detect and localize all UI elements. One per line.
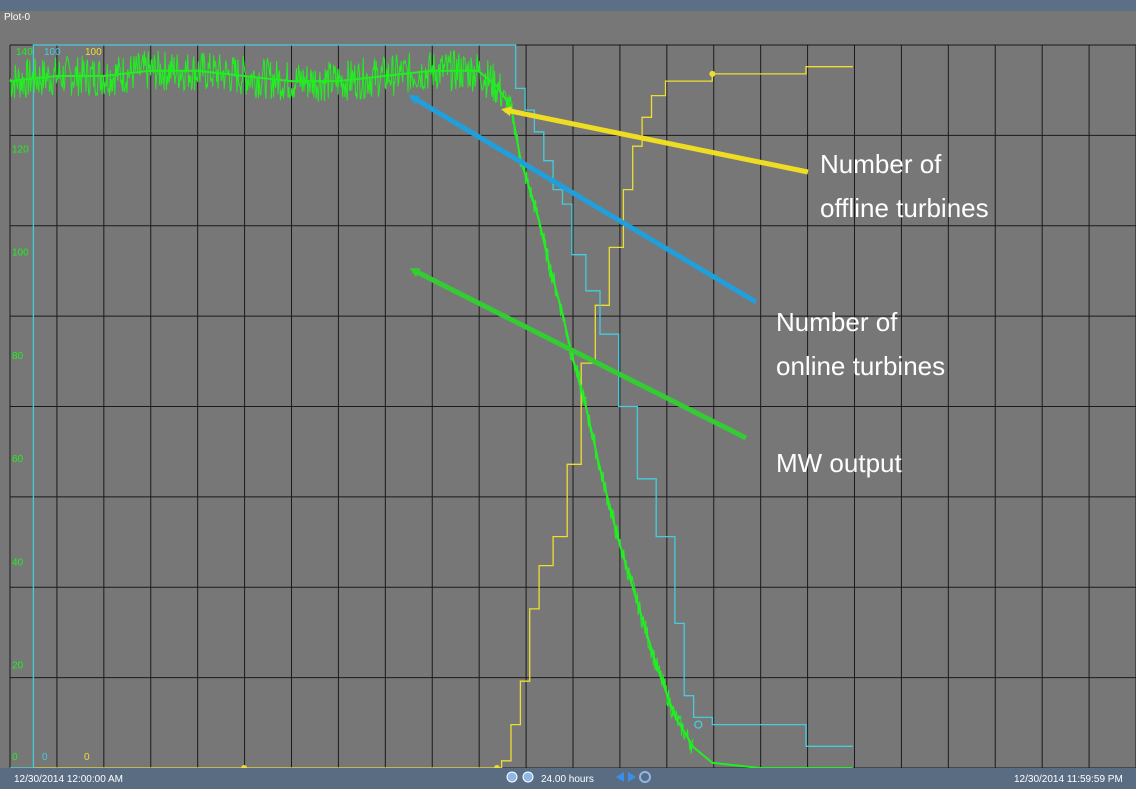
annotation-arrow-online [408,94,758,305]
annotation-arrow-mw [409,267,748,441]
series-offline-turbines-line [10,66,853,769]
y-tick-label: 40 [12,557,24,568]
duration-label[interactable]: 24.00 hours [541,774,594,785]
cyan-scale-max: 100 [44,47,61,58]
annotation-offline-line1: Number of [820,149,942,179]
annotation-online-line1: Number of [776,307,898,337]
cyan-scale-min: 0 [42,752,48,763]
refresh-icon[interactable] [639,771,651,783]
time-footer-bar [0,768,1136,789]
y-tick-label: 20 [12,661,24,672]
series-online-turbines-line [10,44,853,769]
window-title: Plot-0 [4,12,31,23]
annotation-online-line2: online turbines [776,351,945,381]
end-time-label: 12/30/2014 11:59:59 PM [1014,774,1123,785]
yellow-scale-min: 0 [84,752,90,763]
annotation-offline-line2: offline turbines [820,193,989,223]
zoom-out-icon[interactable] [522,771,534,783]
plot-top-border [0,8,1136,11]
start-time-label: 12/30/2014 12:00:00 AM [14,774,123,785]
zoom-in-icon[interactable] [506,771,518,783]
yellow-scale-max: 100 [85,47,102,58]
online-marker[interactable] [694,720,703,729]
green-scale-max: 140 [16,47,33,58]
series-mw-output-noise [9,50,694,754]
y-tick-label: 80 [12,351,24,362]
green-scale-min: 0 [12,752,18,763]
window-top-strip [0,0,1136,8]
annotation-mw: MW output [776,448,902,478]
offline-marker-end[interactable] [709,70,716,77]
scroll-back-icon[interactable] [616,772,624,782]
scroll-forward-icon[interactable] [628,772,636,782]
y-tick-label: 120 [12,144,29,155]
plot-background [0,8,1136,780]
y-tick-label: 60 [12,454,24,465]
annotation-arrow-offline [501,106,809,175]
y-tick-label: 100 [12,248,29,259]
y-ticks: 20 40 60 80 100 120 [12,144,29,671]
